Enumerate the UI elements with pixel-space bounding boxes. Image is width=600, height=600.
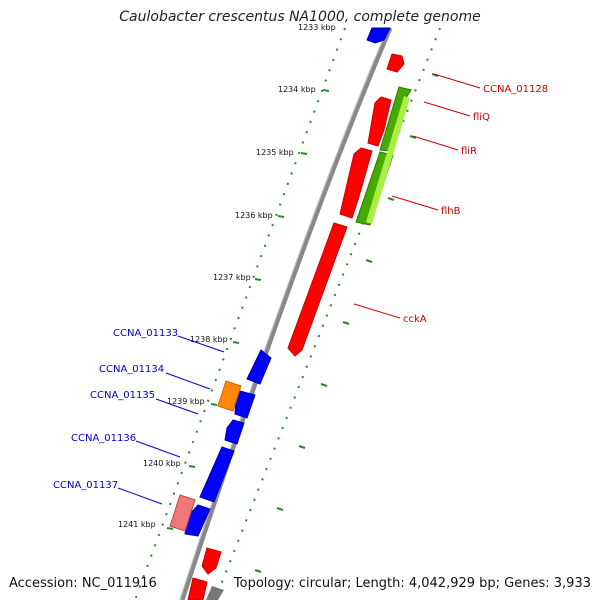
gene-CCNA_01133[interactable] (246, 349, 272, 385)
feature-pink[interactable] (169, 494, 196, 532)
inner-dotted-ring (134, 27, 346, 600)
feature-orange[interactable] (217, 380, 242, 412)
tick-label-1235: 1235 kbp (256, 148, 294, 157)
tick-label-1241: 1241 kbp (118, 520, 156, 529)
gene-label-CCNA_01128[interactable]: CCNA_01128 (483, 84, 548, 95)
gene-label-CCNA_01137[interactable]: CCNA_01137 (53, 480, 118, 491)
gene-CCNA_01135[interactable] (224, 419, 245, 445)
feature-gray-bottom (206, 586, 224, 600)
gene-label-fliR[interactable]: fliR (461, 146, 477, 157)
gene-green-highlight (366, 96, 410, 224)
gene-blue-top[interactable] (366, 27, 391, 44)
forward-leader-lines (353, 73, 481, 319)
genome-backbone (179, 27, 393, 600)
gene-fliR-red[interactable] (339, 147, 373, 219)
map-title: Caulobacter crescentus NA1000, complete … (119, 9, 481, 25)
gene-red-bottom-1[interactable] (201, 547, 222, 575)
tick-label-1239: 1239 kbp (167, 397, 205, 406)
gene-red-bottom-2[interactable] (187, 577, 208, 600)
gene-cckA[interactable] (287, 222, 348, 357)
gene-label-cckA[interactable]: cckA (403, 314, 427, 325)
genome-summary-text: Topology: circular; Length: 4,042,929 bp… (233, 576, 591, 591)
gene-label-CCNA_01136[interactable]: CCNA_01136 (71, 433, 136, 444)
tick-label-1237: 1237 kbp (213, 273, 251, 282)
gene-CCNA_01128[interactable] (386, 53, 405, 73)
tick-label-1233: 1233 kbp (298, 23, 336, 32)
tick-label-1238: 1238 kbp (190, 335, 228, 344)
tick-label-1240: 1240 kbp (143, 459, 181, 468)
gene-label-CCNA_01135[interactable]: CCNA_01135 (90, 390, 155, 401)
gene-label-fliQ[interactable]: fliQ (473, 112, 490, 123)
tick-label-1234: 1234 kbp (278, 85, 316, 94)
gene-fliQ[interactable] (367, 96, 392, 147)
gene-label-flhB[interactable]: flhB (441, 206, 461, 217)
scale-ticks (166, 73, 439, 573)
gene-label-CCNA_01134[interactable]: CCNA_01134 (99, 364, 164, 375)
tick-label-1236: 1236 kbp (235, 211, 273, 220)
gene-CCNA_01136[interactable] (199, 446, 235, 503)
reverse-leader-lines (117, 335, 225, 505)
accession-text: Accession: NC_011916 (9, 576, 157, 591)
gene-label-CCNA_01133[interactable]: CCNA_01133 (113, 328, 178, 339)
